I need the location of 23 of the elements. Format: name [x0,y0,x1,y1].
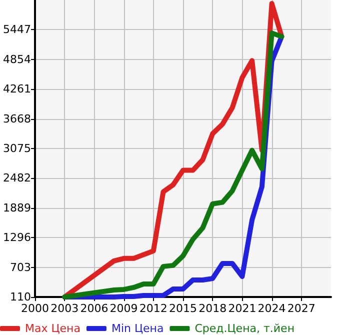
y-tick-label: 1889 [2,201,31,214]
x-tick-label: 2024 [258,302,286,315]
y-tick-label: 110 [10,290,31,304]
y-tick-label: 1296 [2,231,31,244]
y-tick-label: 3668 [2,112,31,126]
x-tick-label: 2015 [168,302,197,315]
y-tick-label: 4261 [2,82,31,96]
x-tick-label: 2000 [20,302,49,315]
y-tick-label: 4854 [2,52,31,66]
legend-label: Min Цена [111,322,164,335]
x-tick-label: 2018 [198,302,227,315]
x-tick-label: 2009 [110,302,138,315]
y-tick-label: 5447 [2,23,31,36]
x-tick-label: 2003 [50,302,79,315]
y-tick-label: 2482 [2,172,31,185]
x-tick-label: 2006 [80,302,108,315]
x-tick-label: 2012 [139,302,168,315]
y-tick-label: 3075 [2,142,31,155]
legend-label: Сред.Цена, т.йен [194,322,295,335]
x-tick-label: 2021 [228,302,256,315]
y-tick-label: 703 [10,260,31,274]
x-tick-label: 2027 [287,302,316,315]
legend-label: Max Цена [25,322,80,335]
